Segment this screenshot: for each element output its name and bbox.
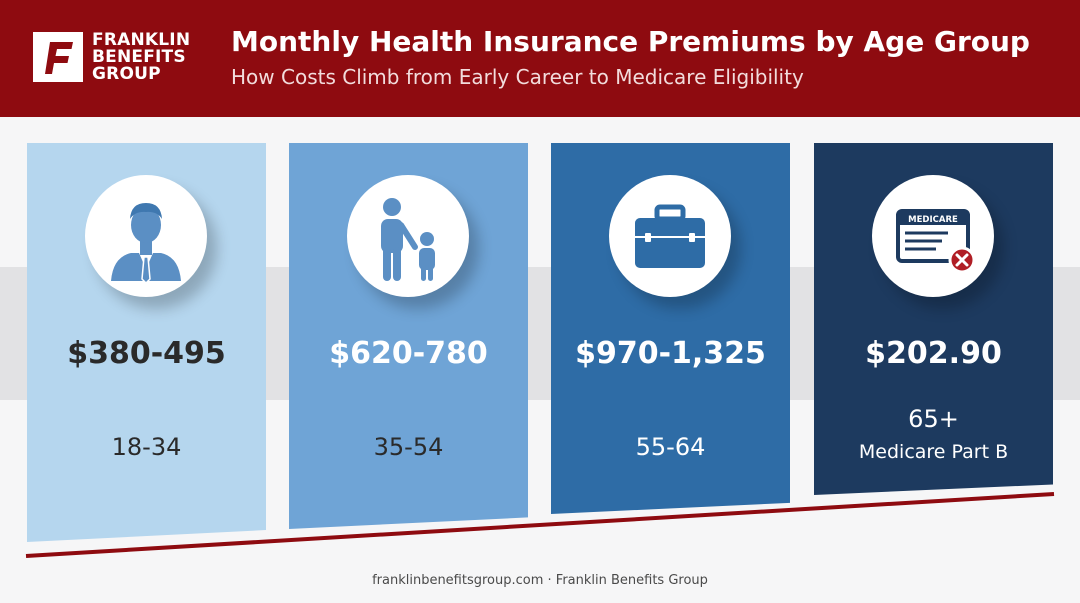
briefcase-icon	[635, 204, 705, 268]
page-subtitle: How Costs Climb from Early Career to Med…	[231, 65, 804, 89]
brand-name: FRANKLIN BENEFITS GROUP	[92, 32, 190, 83]
brand-name-line-2: BENEFITS	[92, 47, 186, 67]
premium-card-18-34: $380-495 18-34	[27, 143, 266, 542]
icon-circle	[347, 175, 469, 297]
premium-card-55-64: $970-1,325 55-64	[551, 143, 790, 514]
age-range: 55-64	[635, 433, 706, 461]
trend-baseline	[25, 492, 1055, 558]
age-range: 18-34	[111, 433, 182, 461]
premium-card-35-54: $620-780 35-54	[289, 143, 528, 529]
age-range-note: Medicare Part B	[858, 441, 1009, 463]
medicare-card-label: MEDICARE	[908, 215, 958, 225]
premium-amount: $202.90	[865, 336, 1002, 371]
premium-amount: $380-495	[67, 336, 226, 371]
franklin-logo-icon	[33, 32, 83, 82]
premium-card-65-plus: MEDICARE $202.90 65+ Medicare Part B	[814, 143, 1053, 495]
age-range: 35-54	[373, 433, 444, 461]
header-banner: FRANKLIN BENEFITS GROUP Monthly Health I…	[0, 0, 1080, 117]
page-title: Monthly Health Insurance Premiums by Age…	[231, 25, 1030, 58]
brand-name-line-3: GROUP	[92, 64, 161, 84]
brand-name-line-1: FRANKLIN	[92, 30, 191, 50]
businessman-icon	[111, 203, 181, 285]
icon-circle: MEDICARE	[872, 175, 994, 297]
premium-amount: $970-1,325	[575, 336, 766, 371]
medicare-card-icon: MEDICARE	[896, 209, 976, 274]
premium-amount: $620-780	[329, 336, 488, 371]
age-range: 65+	[908, 405, 959, 433]
icon-circle	[609, 175, 731, 297]
icon-circle	[85, 175, 207, 297]
parent-child-icon	[381, 198, 435, 281]
footer-text: franklinbenefitsgroup.com · Franklin Ben…	[372, 573, 708, 588]
